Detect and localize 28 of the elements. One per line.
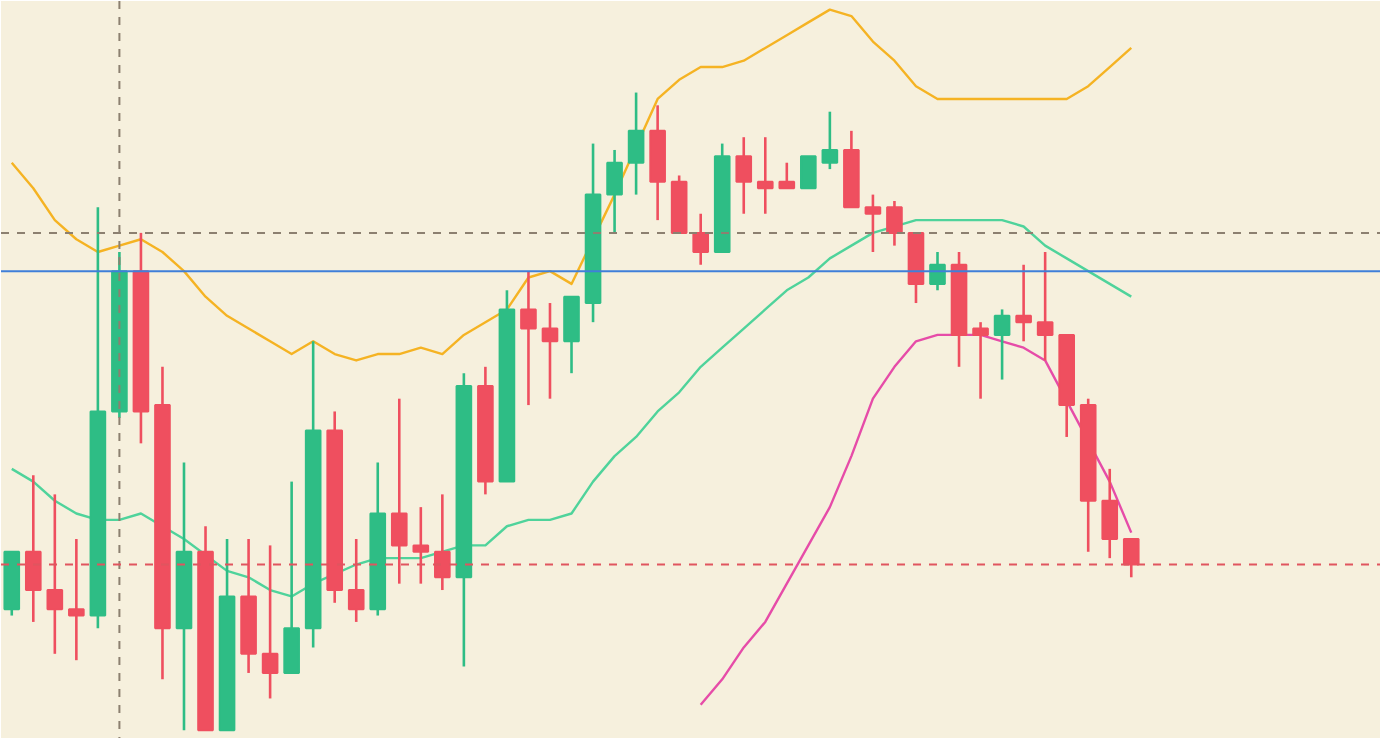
candlestick: [800, 155, 817, 190]
candlestick: [46, 493, 64, 656]
candlestick: [347, 537, 365, 624]
candlestick: [412, 505, 430, 585]
candlestick: [68, 537, 85, 662]
candlestick: [24, 473, 42, 624]
candlestick: [627, 91, 645, 196]
candlestick: [261, 544, 279, 700]
candlestick: [434, 493, 451, 592]
candlestick: [993, 308, 1011, 381]
candlestick: [390, 397, 408, 585]
candlestick: [1015, 263, 1032, 343]
candlestick: [1101, 467, 1119, 560]
candlestick: [735, 135, 753, 216]
candlestick: [541, 301, 559, 400]
candlestick: [864, 193, 882, 254]
candlestick: [563, 295, 580, 375]
candlestick: [778, 161, 796, 190]
candlestick: [821, 110, 839, 171]
candlestick: [972, 320, 989, 400]
candlestick: [692, 212, 710, 267]
candlestick: [756, 135, 774, 216]
candlestick: [520, 269, 537, 407]
candlestick: [606, 148, 623, 235]
candlestick: [886, 199, 903, 247]
candlestick: [283, 480, 300, 675]
candlestick: [1122, 537, 1140, 579]
candlestick: [1036, 250, 1054, 362]
